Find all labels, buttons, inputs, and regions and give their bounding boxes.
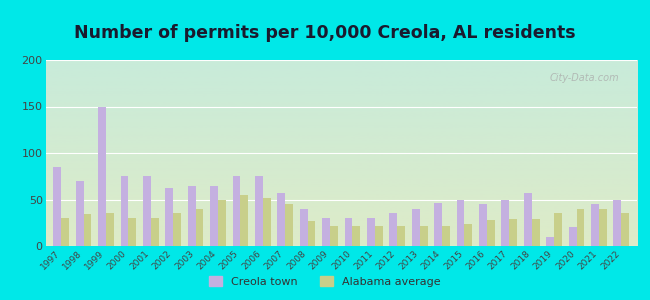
Bar [434, 203, 442, 246]
Bar [577, 209, 584, 246]
Bar [487, 220, 495, 246]
Bar [188, 185, 196, 246]
Bar [106, 214, 114, 246]
Bar [554, 212, 562, 246]
Bar [465, 224, 473, 246]
Bar [344, 218, 352, 246]
Bar [76, 181, 84, 246]
Bar [375, 226, 383, 246]
Bar [621, 214, 629, 246]
Bar [53, 167, 61, 246]
Bar [479, 204, 487, 246]
Bar [322, 218, 330, 246]
Bar [84, 214, 92, 246]
Bar [233, 176, 240, 246]
Bar [420, 226, 428, 246]
Text: Number of permits per 10,000 Creola, AL residents: Number of permits per 10,000 Creola, AL … [74, 24, 576, 42]
Bar [614, 200, 621, 246]
Bar [120, 176, 129, 246]
Bar [218, 200, 226, 246]
Bar [397, 226, 405, 246]
Bar [599, 209, 606, 246]
Text: City-Data.com: City-Data.com [550, 73, 619, 83]
Bar [389, 214, 397, 246]
Bar [591, 204, 599, 246]
Bar [285, 204, 293, 246]
Bar [307, 221, 315, 246]
Bar [151, 218, 159, 246]
Bar [173, 214, 181, 246]
Bar [442, 226, 450, 246]
Bar [240, 195, 248, 246]
Bar [510, 219, 517, 246]
Bar [210, 185, 218, 246]
Bar [196, 209, 203, 246]
Bar [569, 227, 577, 246]
Bar [330, 226, 338, 246]
Bar [129, 218, 136, 246]
Bar [143, 176, 151, 246]
Bar [546, 237, 554, 246]
Bar [524, 193, 532, 246]
Bar [352, 226, 360, 246]
Bar [61, 218, 69, 246]
Bar [367, 218, 375, 246]
Bar [412, 209, 420, 246]
Bar [98, 106, 106, 246]
Legend: Creola town, Alabama average: Creola town, Alabama average [205, 272, 445, 291]
Bar [263, 198, 270, 246]
Bar [532, 219, 539, 246]
Bar [165, 188, 173, 246]
Bar [278, 193, 285, 246]
Bar [255, 176, 263, 246]
Bar [300, 209, 307, 246]
Bar [457, 200, 465, 246]
Bar [501, 200, 510, 246]
